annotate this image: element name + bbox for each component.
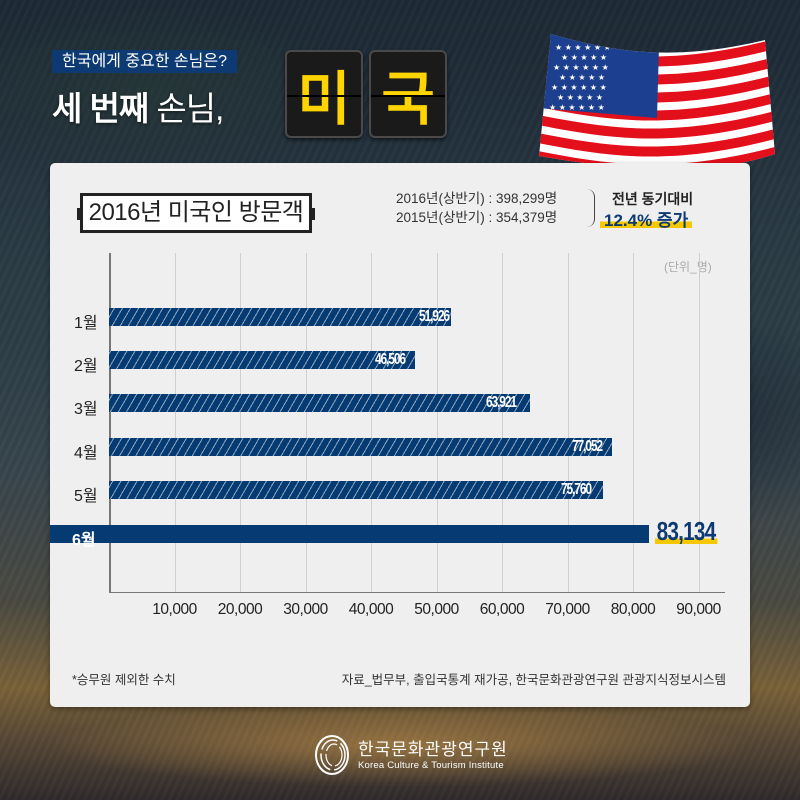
gridline <box>698 253 700 593</box>
x-tick: 60,000 <box>479 601 525 618</box>
headline-bold: 세 번째 <box>52 90 149 127</box>
yoy-value: 12.4% 증가 <box>600 206 693 231</box>
bar-chart: 51,926 46,506 63,921 77,052 75,760 83,13… <box>50 253 725 593</box>
stat-2015: 2015년(상반기) : 354,379명 <box>396 210 558 225</box>
x-tick: 20,000 <box>217 601 263 618</box>
month-label: 1월 <box>74 315 98 332</box>
x-tick: 10,000 <box>152 601 197 618</box>
month-label-highlight: 6월 <box>72 532 96 549</box>
gridline <box>567 253 569 593</box>
headline-subtitle: 한국에게 중요한 손님은? <box>52 50 237 73</box>
svg-text:★ ★ ★ ★ ★ ★: ★ ★ ★ ★ ★ ★ <box>549 103 605 112</box>
month-label: 2월 <box>74 358 98 375</box>
x-tick: 50,000 <box>414 601 459 618</box>
half-year-stats: 2016년(상반기) : 398,299명 2015년(상반기) : 354,3… <box>396 189 557 227</box>
x-tick: 70,000 <box>545 601 590 618</box>
bar-jan: 51,926 <box>109 308 451 326</box>
bar-feb: 46,506 <box>109 351 415 369</box>
bar-jun <box>50 525 649 543</box>
gridline <box>436 253 438 593</box>
svg-text:★ ★ ★ ★ ★ ★: ★ ★ ★ ★ ★ ★ <box>555 43 611 52</box>
highlight-value: 83,134 <box>655 516 718 547</box>
yoy-label: 전년 동기대비 <box>612 191 694 207</box>
gridline <box>502 253 503 593</box>
stat-2016: 2016년(상반기) : 398,299명 <box>396 191 558 206</box>
headline-title: 세 번째 손님, <box>52 82 224 130</box>
x-tick: 80,000 <box>610 601 656 618</box>
svg-text:★ ★ ★ ★ ★ ★: ★ ★ ★ ★ ★ ★ <box>553 63 609 72</box>
us-flag-icon: ★ ★ ★ ★ ★ ★ ★ ★ ★ ★ ★ ★ ★ ★ ★ ★ ★ ★ ★ ★ … <box>539 34 775 170</box>
x-axis <box>109 591 725 593</box>
logo-name-en: Korea Culture & Tourism Institute <box>358 759 504 771</box>
bar-may: 75,760 <box>109 481 603 499</box>
x-tick: 30,000 <box>283 601 328 618</box>
flip-card-1: 미 <box>285 50 363 138</box>
gridline <box>371 253 372 593</box>
gridline <box>174 253 176 593</box>
flip-card-2: 국 <box>369 50 447 138</box>
footnote: *승무원 제외한 수치 <box>72 673 176 687</box>
headline-light: 손님, <box>148 90 224 127</box>
bar-mar: 63,921 <box>109 394 530 412</box>
bar-value: 77,052 <box>572 438 603 455</box>
bar-value: 63,921 <box>486 394 517 411</box>
logo-name-ko: 한국문화관광연구원 <box>358 739 508 759</box>
gridline <box>305 253 307 593</box>
bar-apr: 77,052 <box>109 438 612 456</box>
chart-card: 2016년 미국인 방문객 2016년(상반기) : 398,299명 2015… <box>50 163 750 707</box>
source-note: 자료_법무부, 출입국통계 재가공, 한국문화관광연구원 관광지식정보시스템 <box>341 673 726 687</box>
chart-title: 2016년 미국인 방문객 <box>77 193 315 233</box>
svg-text:★ ★ ★ ★ ★: ★ ★ ★ ★ ★ <box>561 53 607 62</box>
gridline <box>633 253 634 593</box>
gridline <box>240 253 241 593</box>
svg-text:★ ★ ★ ★ ★ ★: ★ ★ ★ ★ ★ ★ <box>551 83 607 92</box>
month-label: 3월 <box>74 401 98 418</box>
kcti-logo: 한국문화관광연구원 Korea Culture & Tourism Instit… <box>314 734 508 776</box>
month-label: 4월 <box>74 445 98 462</box>
brace-icon <box>587 189 595 227</box>
x-tick: 40,000 <box>348 601 394 618</box>
y-axis <box>109 253 111 593</box>
month-label: 5월 <box>74 488 98 505</box>
bar-value: 75,760 <box>561 481 592 498</box>
svg-text:★ ★ ★ ★ ★: ★ ★ ★ ★ ★ <box>557 93 603 102</box>
bar-value: 51,926 <box>419 308 450 325</box>
bar-value: 46,506 <box>375 351 406 368</box>
svg-text:★ ★ ★ ★ ★: ★ ★ ★ ★ ★ <box>559 73 605 82</box>
x-tick: 90,000 <box>676 601 721 618</box>
flip-board: 미 국 <box>285 50 447 138</box>
unit-label: (단위_명) <box>664 260 712 274</box>
kcti-ring-icon <box>315 735 349 775</box>
